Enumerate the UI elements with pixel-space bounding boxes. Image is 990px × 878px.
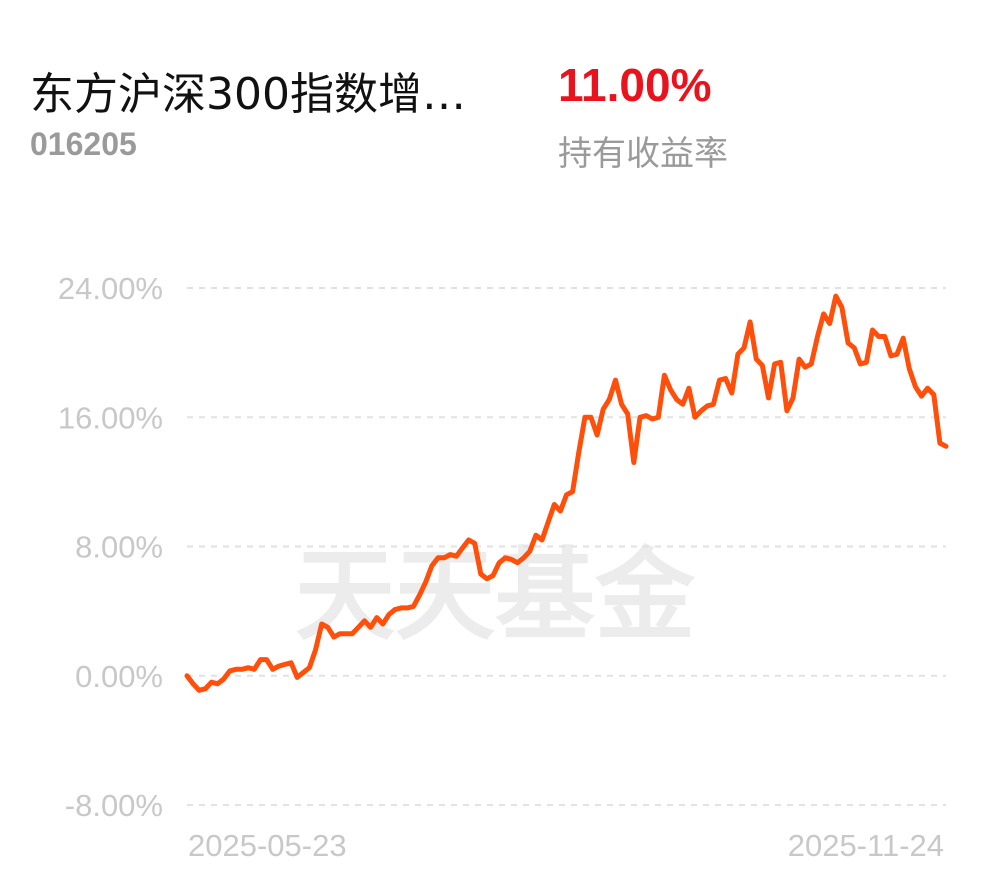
y-tick-label: 16.00% xyxy=(58,400,163,435)
series-layer xyxy=(184,293,949,693)
y-tick-label: 24.00% xyxy=(58,271,163,306)
fund-code: 016205 xyxy=(30,126,137,162)
x-axis-tick-labels: 2025-05-23 2025-11-24 xyxy=(188,828,944,863)
watermark: 天天基金 xyxy=(295,536,696,654)
x-tick-label: 2025-11-24 xyxy=(788,828,944,863)
y-tick-label: 8.00% xyxy=(75,530,163,565)
y-axis-tick-labels: 24.00% 16.00% 8.00% 0.00% -8.00% xyxy=(58,271,163,823)
series-line xyxy=(184,293,949,693)
y-tick-label: -8.00% xyxy=(65,788,163,823)
holding-return-label: 持有收益率 xyxy=(558,134,728,174)
x-tick-label: 2025-05-23 xyxy=(188,828,347,863)
y-tick-label: 0.00% xyxy=(75,659,163,694)
holding-return-value: 11.00% xyxy=(558,59,712,111)
fund-name: 东方沪深300指数增… xyxy=(30,69,466,120)
